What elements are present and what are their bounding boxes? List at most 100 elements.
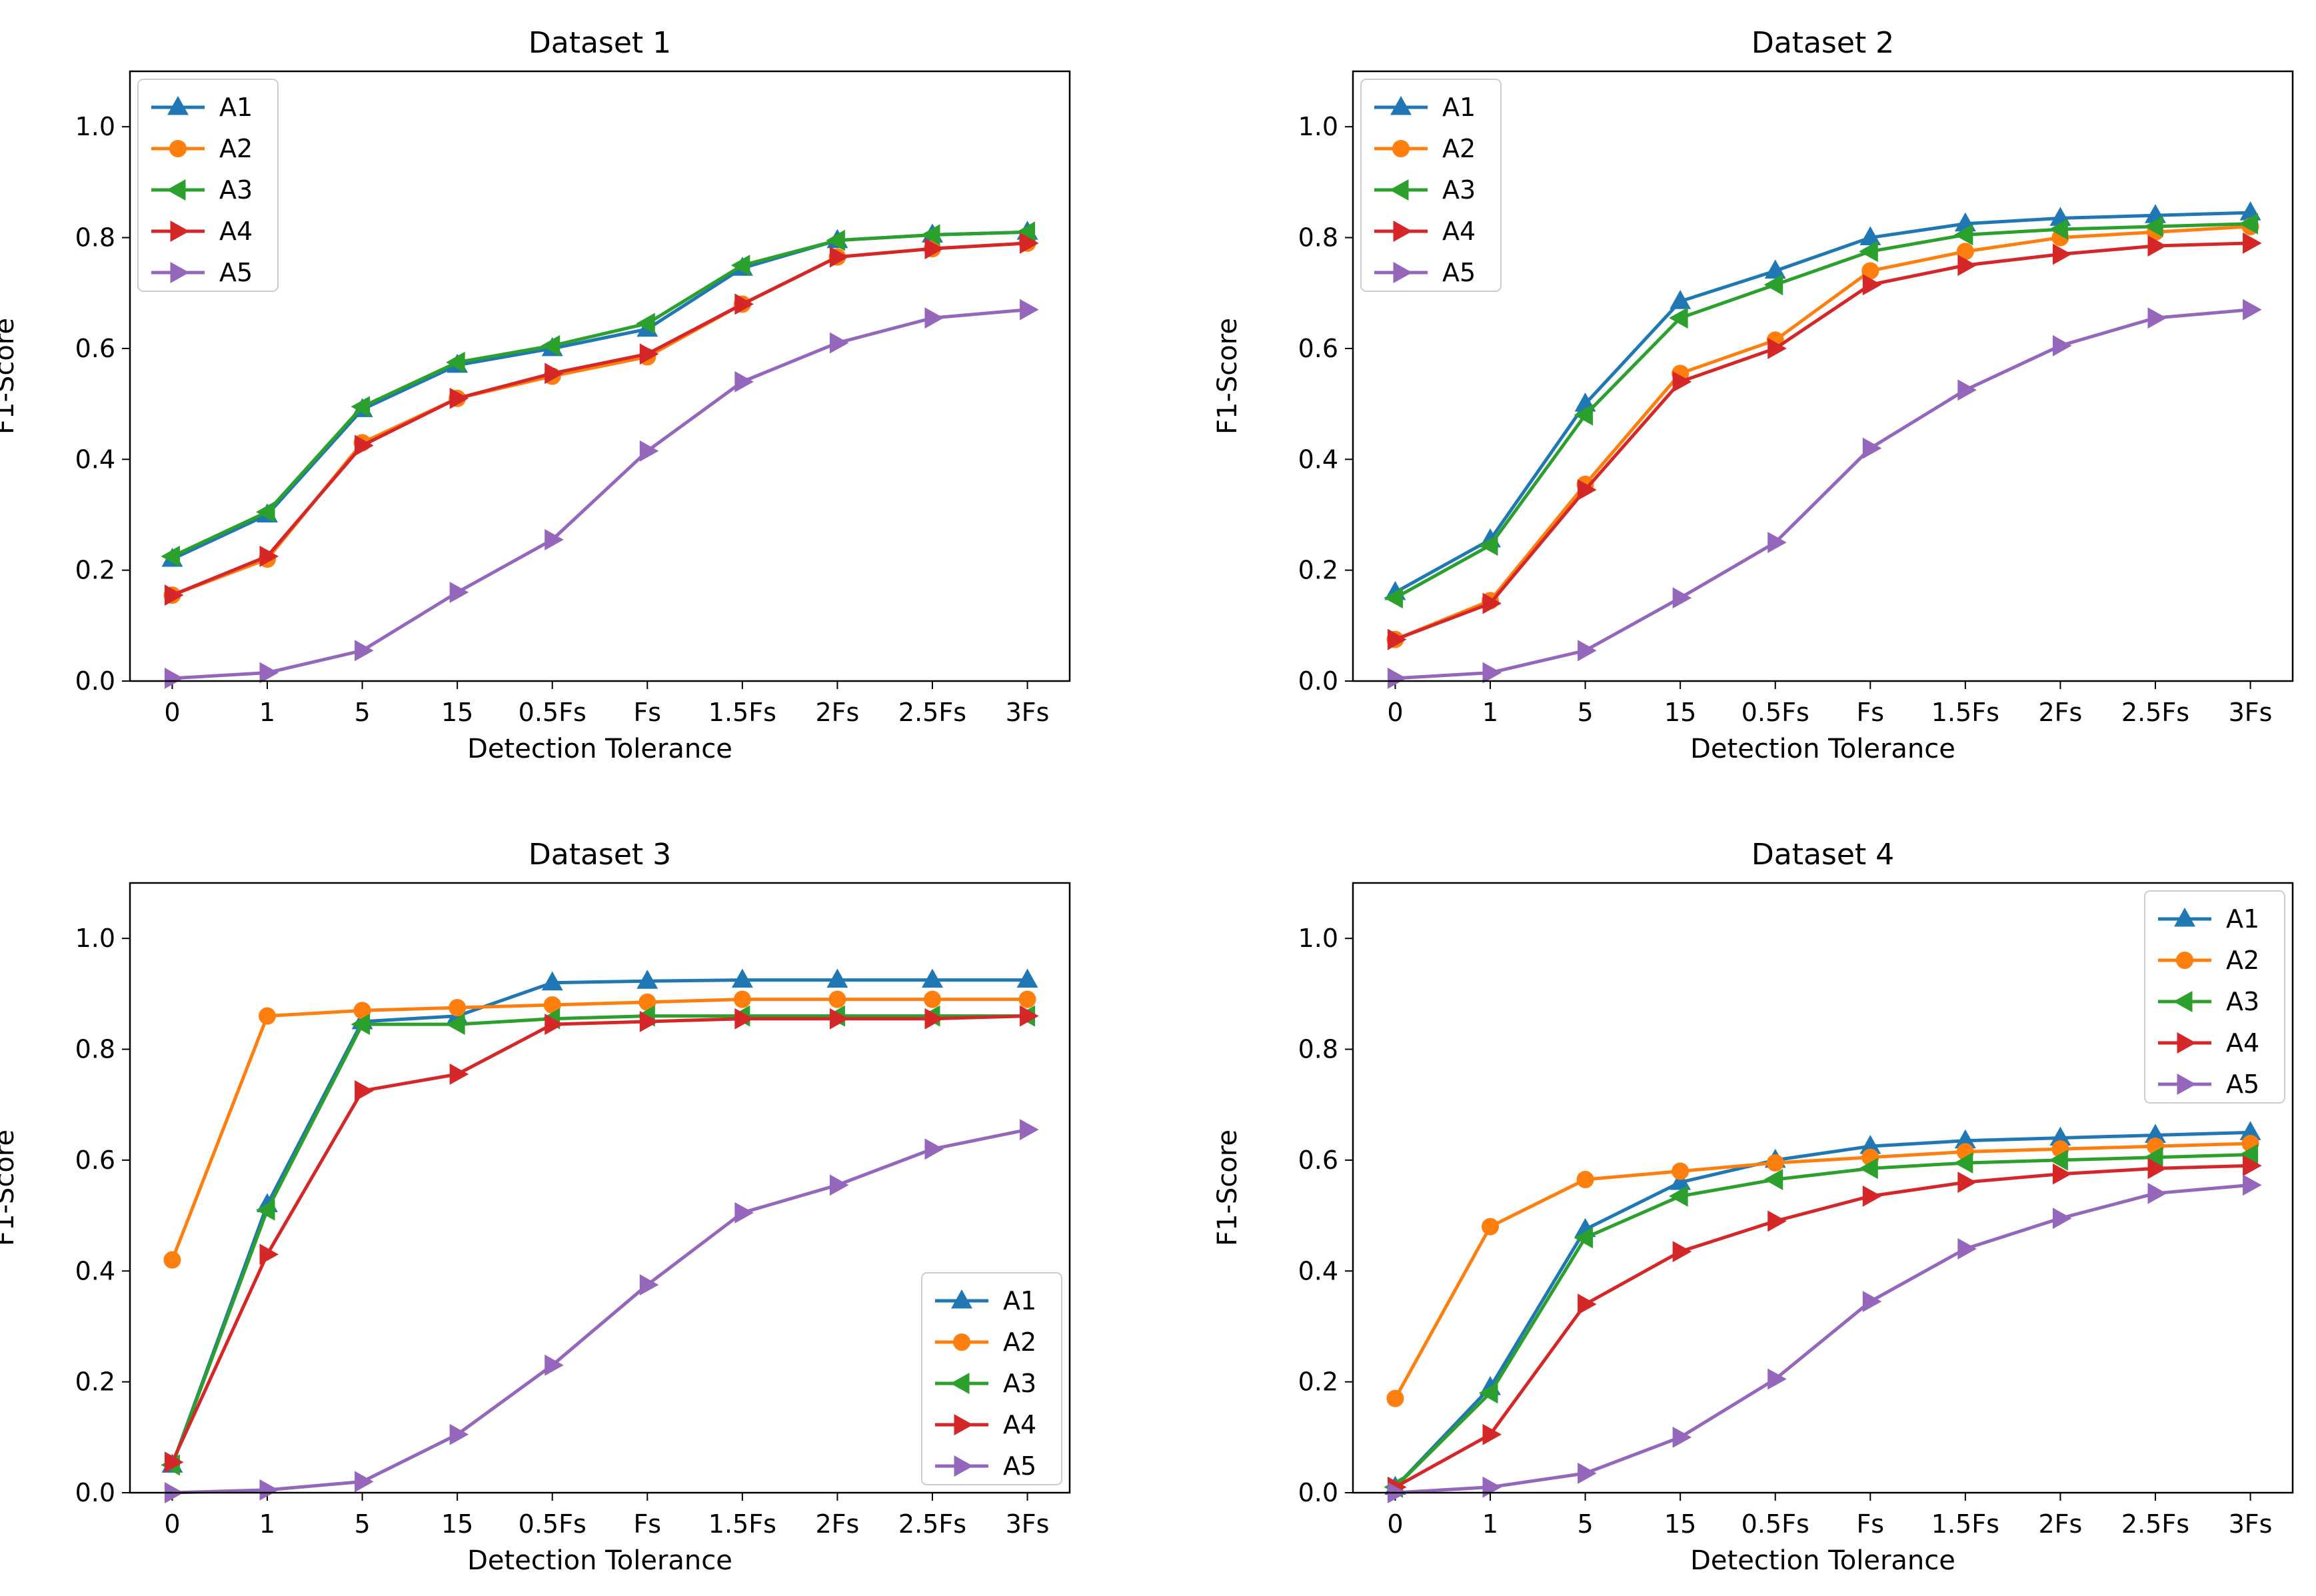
series-line (171, 978, 1028, 1466)
x-tick-label: 15 (1664, 1509, 1696, 1539)
series-line (1394, 1153, 2251, 1489)
legend-item-a4: A4 (935, 1410, 1036, 1439)
y-axis-label: F1-Score (0, 318, 20, 434)
x-tick-label: 0.5Fs (1741, 1509, 1809, 1539)
data-point (2147, 235, 2167, 257)
data-point (829, 1008, 849, 1030)
x-tick-label: 3Fs (2229, 698, 2273, 727)
data-point (259, 545, 279, 567)
x-tick-label: 2.5Fs (2121, 698, 2189, 727)
x-tick-label: 0.5Fs (519, 1509, 586, 1539)
data-point (924, 1138, 944, 1160)
legend-label: A3 (1442, 175, 1476, 205)
series-a3 (1384, 213, 2259, 609)
data-point (2143, 215, 2163, 237)
data-point (1859, 241, 1878, 263)
y-tick-label: 0.0 (1298, 1478, 1338, 1507)
series-a5 (164, 299, 1039, 689)
data-point (351, 1014, 371, 1036)
series-a3 (161, 221, 1036, 567)
data-point (922, 968, 943, 988)
data-point (1672, 587, 1692, 609)
plot-frame (1352, 882, 2294, 1494)
data-point (355, 1471, 374, 1493)
data-point (1953, 1152, 1973, 1174)
legend-item-a3: A3 (1374, 175, 1476, 205)
data-point (1670, 1171, 1692, 1190)
data-point (255, 501, 275, 523)
x-axis-label: Detection Tolerance (1690, 734, 1955, 764)
data-point (1018, 990, 1036, 1008)
data-point (351, 396, 371, 418)
x-tick-label: 1.5Fs (1931, 1509, 1999, 1539)
data-point (2049, 1149, 2068, 1171)
series-a2 (163, 990, 1036, 1269)
legend: A1 A2 A3 A4 A5 (921, 1272, 1062, 1485)
data-point (259, 1243, 279, 1265)
data-point (1576, 1171, 1594, 1189)
data-point (923, 990, 941, 1008)
data-point (1862, 1291, 1882, 1312)
legend-label: A2 (1442, 134, 1476, 163)
legend-label: A2 (1003, 1327, 1036, 1357)
data-point (449, 999, 467, 1017)
y-tick-label: 0.8 (1298, 1035, 1338, 1064)
plot-frame (1352, 70, 2294, 682)
data-point (639, 343, 659, 365)
series-line (1394, 225, 2251, 641)
legend-box (1360, 79, 1502, 292)
data-point (829, 332, 849, 354)
data-point (2243, 232, 2262, 254)
data-point (1578, 479, 1597, 500)
series-line (171, 998, 1028, 1261)
data-point (259, 1479, 279, 1501)
series-a2 (163, 234, 1036, 604)
x-tick-label: 15 (441, 1509, 473, 1539)
x-tick-label: 5 (1577, 698, 1593, 727)
legend: A1 A2 A3 A4 A5 (2144, 890, 2285, 1104)
series-line (1394, 1142, 2251, 1399)
x-tick-label: 1 (1482, 1509, 1498, 1539)
data-point (1764, 259, 1786, 279)
data-point (1574, 1227, 1594, 1249)
data-point (2052, 1163, 2072, 1185)
legend-label: A3 (1003, 1369, 1036, 1398)
data-point (446, 1014, 465, 1036)
legend: A1 A2 A3 A4 A5 (137, 79, 279, 292)
legend-label: A4 (2226, 1028, 2259, 1058)
legend: A1 A2 A3 A4 A5 (1360, 79, 1502, 292)
series-a1 (1384, 1121, 2261, 1495)
data-point (2243, 1155, 2262, 1177)
data-point (1478, 1382, 1498, 1404)
series-line (1394, 241, 2251, 641)
x-tick-label: 2.5Fs (898, 1509, 966, 1539)
data-point (1862, 1186, 1882, 1207)
data-point (1578, 640, 1597, 662)
legend-marker (954, 1414, 974, 1435)
x-tick-label: Fs (1856, 1509, 1884, 1539)
legend-marker (169, 140, 187, 157)
series-line (171, 1014, 1028, 1463)
x-tick-label: 1 (259, 698, 275, 727)
series-line (172, 308, 1028, 680)
y-tick-label: 1.0 (75, 924, 115, 953)
legend-item-a4: A4 (2158, 1028, 2259, 1058)
legend-box (921, 1272, 1062, 1485)
data-point (924, 307, 944, 329)
series-a2 (1386, 217, 2259, 648)
legend-marker (1393, 221, 1413, 242)
chart-title: Dataset 4 (1751, 838, 1894, 872)
series-line (171, 241, 1028, 597)
x-axis-label: Detection Tolerance (1690, 1545, 1955, 1576)
y-axis-label: F1-Score (0, 1130, 20, 1246)
legend-label: A1 (1442, 93, 1476, 122)
data-point (1957, 255, 1977, 277)
data-point (1020, 1119, 1039, 1141)
legend-label: A5 (2226, 1070, 2259, 1099)
data-point (164, 1451, 184, 1473)
data-point (1578, 1462, 1597, 1484)
series-a5 (164, 1119, 1039, 1503)
x-tick-label: 5 (354, 698, 370, 727)
data-point (541, 335, 561, 357)
